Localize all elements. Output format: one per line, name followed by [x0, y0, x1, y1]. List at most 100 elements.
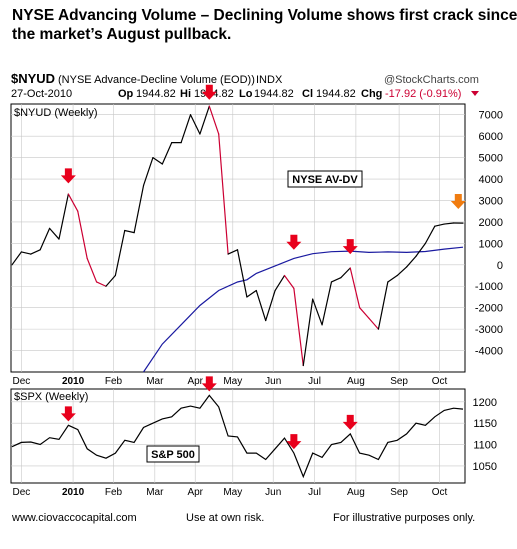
nyud-moving-average-line [143, 246, 464, 373]
nyud-y-tick-4: 3000 [479, 195, 503, 207]
spx-x-tick-9: Sep [390, 487, 408, 498]
spx-x-tick-4: Apr [187, 487, 203, 498]
headline-line-2: the market’s August pullback. [12, 26, 232, 43]
nyud-segment-2 [30, 249, 41, 255]
header-chg-value: -17.92 (-0.91%) [385, 88, 461, 100]
spx-y-tick-2: 1100 [473, 440, 497, 452]
nyud-segment-24 [236, 249, 248, 298]
spx-y-tick-3: 1050 [473, 461, 497, 473]
header-brand: @StockCharts.com [384, 74, 479, 86]
nyud-segment-32 [312, 298, 323, 326]
header-chg-label: Chg [361, 88, 382, 100]
nyud-panel-frame [10, 103, 466, 373]
nyud-segment-23 [227, 249, 239, 255]
nyud-segment-1 [20, 251, 32, 255]
headline: NYSE Advancing Volume – Declining Volume… [12, 6, 517, 44]
nyud-segment-22 [218, 133, 229, 255]
nyud-x-tick-0: Dec [12, 376, 30, 387]
nyud-segment-16 [161, 141, 173, 165]
spx-x-tick-6: Jun [265, 487, 281, 498]
nyud-x-tick-9: Sep [390, 376, 408, 387]
nyud-segment-44 [424, 225, 436, 244]
spx-line [11, 394, 464, 479]
spx-y-tick-labels: 1200 1150 1100 1050 [473, 397, 497, 473]
spx-x-tick-8: Aug [347, 487, 365, 498]
nyud-y-tick-7: 0 [497, 260, 503, 272]
footer-illustrative: For illustrative purposes only. [333, 512, 476, 524]
nyud-y-tick-3: 4000 [479, 174, 503, 186]
header-op-label: Op [118, 88, 134, 100]
nyud-x-tick-7: Jul [308, 376, 321, 387]
nyud-y-tick-8: -1000 [475, 281, 503, 293]
nyud-gridlines [11, 104, 465, 372]
arrow-markers [60, 84, 466, 450]
nyud-panel-label: $NYUD (Weekly) [14, 107, 98, 119]
nyud-y-tick-9: -2000 [475, 303, 503, 315]
nyud-segment-40 [387, 274, 398, 283]
spx-x-tick-5: May [223, 487, 242, 498]
nyud-y-tick-2: 5000 [479, 153, 503, 165]
nyud-segment-9 [95, 281, 107, 287]
spx-panel-frame [10, 388, 466, 484]
nyud-y-tick-5: 2000 [479, 217, 503, 229]
headline-line-1: NYSE Advancing Volume – Declining Volume… [12, 7, 517, 24]
nyud-x-tick-6: Jun [265, 376, 281, 387]
nyud-segment-46 [443, 222, 455, 225]
nyud-x-tick-5: May [223, 376, 242, 387]
nyud-segment-5 [58, 193, 69, 240]
nyud-arrow-4-icon [450, 194, 466, 210]
nyud-x-tick-8: Aug [347, 376, 365, 387]
header-hi-label: Hi [180, 88, 191, 100]
header-name: (NYSE Advance-Decline Volume (EOD)) [58, 74, 255, 86]
nyud-segment-21 [208, 105, 220, 135]
spx-y-tick-0: 1200 [473, 397, 497, 409]
spx-x-tick-1: 2010 [62, 487, 85, 498]
nyud-x-tick-labels: Dec 2010 Feb Mar Apr May Jun Jul Aug Sep Oct [12, 376, 447, 387]
nyud-segment-13 [133, 184, 145, 234]
nyud-segment-27 [265, 289, 276, 322]
footer-site: www.ciovaccocapital.com [12, 512, 137, 524]
nyud-segment-14 [142, 157, 154, 187]
nyud-segment-30 [293, 287, 304, 367]
nyud-segment-25 [246, 289, 257, 298]
nyud-y-tick-6: 1000 [479, 238, 503, 250]
spx-x-tick-labels: Dec 2010 Feb Mar Apr May Jun Jul Aug Sep Oct [12, 487, 447, 498]
nyud-arrow-2-icon [286, 234, 302, 250]
nyud-moving-average-series [143, 246, 464, 373]
nyud-segment-43 [415, 242, 427, 257]
nyud-segment-4 [48, 227, 60, 240]
nyud-segment-20 [199, 105, 210, 135]
nyud-x-tick-3: Mar [146, 376, 164, 387]
nyud-segment-29 [283, 274, 295, 289]
nyud-segment-26 [255, 289, 267, 322]
chg-down-triangle-icon [471, 91, 479, 96]
nyud-segment-19 [189, 114, 201, 135]
nyud-x-tick-4: Apr [187, 376, 203, 387]
nyud-y-tick-10: -3000 [475, 324, 503, 336]
nyud-arrow-3-icon [342, 239, 358, 255]
spx-x-tick-10: Oct [432, 487, 448, 498]
spx-arrow-2-icon [286, 434, 302, 450]
spx-x-tick-3: Mar [146, 487, 164, 498]
header-cl-value: 1944.82 [316, 88, 356, 100]
nyud-segment-10 [105, 274, 116, 287]
nyud-y-tick-0: 7000 [479, 110, 503, 122]
nyud-x-tick-1: 2010 [62, 376, 85, 387]
spx-x-tick-2: Feb [105, 487, 123, 498]
nyud-x-tick-2: Feb [105, 376, 123, 387]
nyud-segment-6 [67, 193, 79, 212]
nyud-segment-39 [377, 281, 389, 330]
nyud-segment-37 [359, 307, 370, 319]
nyud-segment-0 [11, 251, 22, 266]
spx-x-tick-0: Dec [12, 487, 30, 498]
nyud-segment-31 [302, 298, 314, 367]
nyud-segment-45 [434, 223, 445, 227]
nyud-y-tick-labels: 7000 6000 5000 4000 3000 2000 1000 0 -1000 -2000 -… [475, 110, 503, 358]
header-op-value: 1944.82 [136, 88, 176, 100]
spx-annotation-box [146, 445, 200, 463]
footer: www.ciovaccocapital.com Use at own risk.… [0, 512, 517, 532]
nyud-segment-8 [86, 257, 98, 283]
header-cl-label: Cl [302, 88, 313, 100]
nyud-segment-18 [180, 114, 192, 144]
